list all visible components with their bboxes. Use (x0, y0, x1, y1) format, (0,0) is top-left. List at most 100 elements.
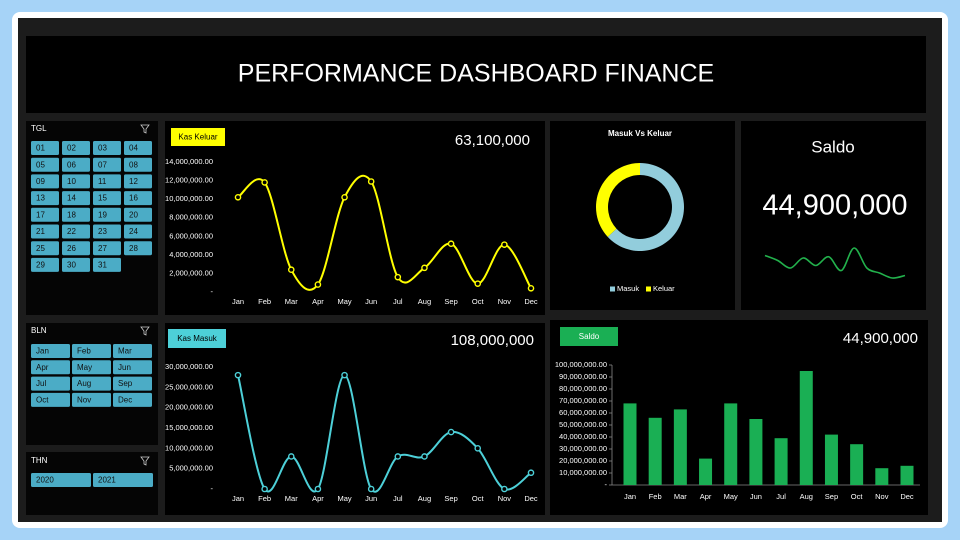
slicer-button-label[interactable]: 10 (67, 177, 76, 186)
y-tick-label: 15,000,000.00 (165, 423, 213, 432)
slicer-button[interactable] (72, 360, 111, 375)
slicer-button[interactable] (124, 241, 152, 256)
clear-filter-icon[interactable] (140, 124, 150, 134)
slicer-button[interactable] (62, 191, 90, 206)
slicer-button-label[interactable]: 24 (129, 227, 138, 236)
slicer-button-label[interactable]: 21 (36, 227, 45, 236)
slicer-button-label[interactable]: 17 (36, 210, 45, 219)
slicer-button[interactable] (93, 241, 121, 256)
slicer-button-label[interactable]: 06 (67, 160, 76, 169)
slicer-button[interactable] (124, 191, 152, 206)
slicer-button[interactable] (62, 207, 90, 222)
slicer-button[interactable] (93, 473, 153, 487)
slicer-button[interactable] (72, 376, 111, 391)
slicer-button[interactable] (93, 157, 121, 172)
slicer-button-label[interactable]: Apr (36, 363, 49, 372)
slicer-button-label[interactable]: 18 (67, 210, 76, 219)
slicer-button[interactable] (62, 141, 90, 155)
slicer-button[interactable] (93, 207, 121, 222)
slicer-button[interactable] (31, 360, 70, 375)
slicer-button[interactable] (31, 157, 59, 172)
slicer-button[interactable] (124, 157, 152, 172)
slicer-button[interactable] (113, 344, 152, 358)
slicer-button[interactable] (124, 174, 152, 189)
slicer-button-label[interactable]: 2021 (98, 476, 116, 485)
slicer-button-label[interactable]: 15 (98, 194, 107, 203)
slicer-button[interactable] (93, 224, 121, 239)
slicer-button-label[interactable]: 02 (67, 144, 76, 153)
clear-filter-icon[interactable] (140, 326, 150, 336)
slicer-button-label[interactable]: Jan (36, 347, 49, 356)
slicer-button[interactable] (124, 207, 152, 222)
slicer-button[interactable] (93, 257, 121, 272)
slicer-button-label[interactable]: 25 (36, 244, 45, 253)
slicer-button-label[interactable]: 20 (129, 210, 138, 219)
slicer-button-label[interactable]: Oct (36, 396, 49, 405)
slicer-button-label[interactable]: Mar (118, 347, 132, 356)
slicer-button-label[interactable]: 08 (129, 160, 138, 169)
slicer-button[interactable] (31, 344, 70, 358)
slicer-button-label[interactable]: 16 (129, 194, 138, 203)
slicer-button-label[interactable]: 11 (98, 177, 107, 186)
slicer-button[interactable] (124, 224, 152, 239)
slicer-button-label[interactable]: Nov (77, 396, 91, 405)
slicer-button[interactable] (31, 224, 59, 239)
slicer-button-label[interactable]: 31 (98, 261, 107, 270)
slicer-button-label[interactable]: 05 (36, 160, 45, 169)
slicer-button[interactable] (31, 207, 59, 222)
slicer-button[interactable] (124, 141, 152, 155)
x-tick-label: Aug (418, 494, 431, 503)
slicer-button[interactable] (72, 392, 111, 407)
slicer-button-label[interactable]: 12 (129, 177, 138, 186)
slicer-button[interactable] (62, 241, 90, 256)
slicer-button-label[interactable]: 28 (129, 244, 138, 253)
slicer-button-label[interactable]: 22 (67, 227, 76, 236)
slicer-button-label[interactable]: 13 (36, 194, 45, 203)
slicer-button-label[interactable]: 30 (67, 261, 76, 270)
slicer-button-label[interactable]: 2020 (36, 476, 54, 485)
slicer-button-label[interactable]: Dec (118, 396, 132, 405)
slicer-button[interactable] (31, 141, 59, 155)
slicer-button-label[interactable]: Jun (118, 363, 131, 372)
slicer-button[interactable] (31, 241, 59, 256)
slicer-button-label[interactable]: Sep (118, 379, 133, 388)
slicer-button-label[interactable]: 26 (67, 244, 76, 253)
x-tick-label: Jun (365, 297, 377, 306)
point (474, 445, 482, 452)
slicer-button[interactable] (62, 224, 90, 239)
slicer-button[interactable] (93, 191, 121, 206)
slicer-button[interactable] (62, 174, 90, 189)
slicer-button[interactable] (31, 376, 70, 391)
slicer-button[interactable] (93, 141, 121, 155)
slicer-button-label[interactable]: Jul (36, 379, 46, 388)
slicer-button[interactable] (93, 174, 121, 189)
slicer-button-label[interactable]: 19 (98, 210, 107, 219)
slicer-button-label[interactable]: 01 (36, 144, 45, 153)
slicer-button[interactable] (113, 376, 152, 391)
slicer-button[interactable] (31, 257, 59, 272)
slicer-button-label[interactable]: 14 (67, 194, 76, 203)
slicer-button-label[interactable]: 27 (98, 244, 107, 253)
point (367, 178, 375, 185)
slicer-button-label[interactable]: Aug (77, 379, 91, 388)
slicer-button-label[interactable]: 04 (129, 144, 138, 153)
slicer-button[interactable] (62, 257, 90, 272)
slicer-button[interactable] (31, 473, 91, 487)
slicer-button[interactable] (31, 174, 59, 189)
slicer-button-label[interactable]: 23 (98, 227, 107, 236)
slicer-button[interactable] (72, 344, 111, 358)
slicer-button[interactable] (31, 191, 59, 206)
slicer-button[interactable] (113, 360, 152, 375)
slicer-button[interactable] (31, 392, 70, 407)
slicer-button[interactable] (62, 157, 90, 172)
slicer-button-label[interactable]: 07 (98, 160, 107, 169)
slicer-button-label[interactable]: 29 (36, 261, 45, 270)
slicer-button-label[interactable]: 09 (36, 177, 45, 186)
slicer-button-label[interactable]: May (77, 363, 92, 372)
clear-filter-icon[interactable] (140, 456, 150, 466)
slicer-button-label[interactable]: 03 (98, 144, 107, 153)
slicer-button-label[interactable]: Feb (77, 347, 91, 356)
point (447, 428, 455, 436)
x-tick-label: Oct (851, 492, 864, 501)
slicer-button[interactable] (113, 392, 152, 407)
